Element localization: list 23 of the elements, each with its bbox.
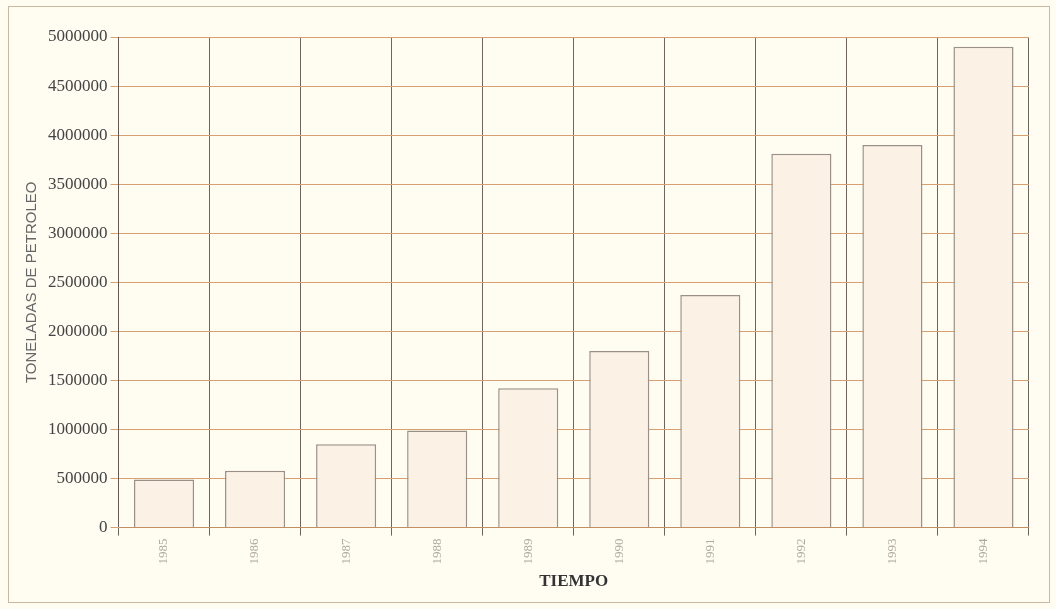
y-tick-label: 4000000 <box>48 124 108 144</box>
x-tick-label: 1991 <box>701 538 717 565</box>
y-tick-label: 3500000 <box>48 173 108 193</box>
x-tick-label: 1992 <box>792 538 808 565</box>
y-tick-label: 3000000 <box>48 222 108 242</box>
x-tick-label: 1987 <box>337 538 353 565</box>
x-tick-label: 1989 <box>519 538 535 565</box>
x-tick-label: 1993 <box>883 538 899 565</box>
x-tick-label: 1990 <box>610 538 626 565</box>
y-tick-label: 2000000 <box>48 320 108 340</box>
x-axis-title: TIEMPO <box>539 571 609 591</box>
y-tick-label: 1500000 <box>48 369 108 389</box>
y-tick-label: 1000000 <box>48 418 108 438</box>
y-tick-label: 0 <box>99 517 108 537</box>
x-tick-label: 1994 <box>974 538 990 565</box>
x-tick-label: 1988 <box>428 538 444 565</box>
y-tick-label: 500000 <box>56 468 108 488</box>
y-axis-title: TONELADAS DE PETROLEO <box>22 181 40 384</box>
y-tick-label: 5000000 <box>48 26 108 46</box>
y-tick-label: 2500000 <box>48 271 108 291</box>
x-tick-label: 1985 <box>155 538 171 565</box>
x-tick-label: 1986 <box>246 538 262 565</box>
y-tick-label: 4500000 <box>48 75 108 95</box>
